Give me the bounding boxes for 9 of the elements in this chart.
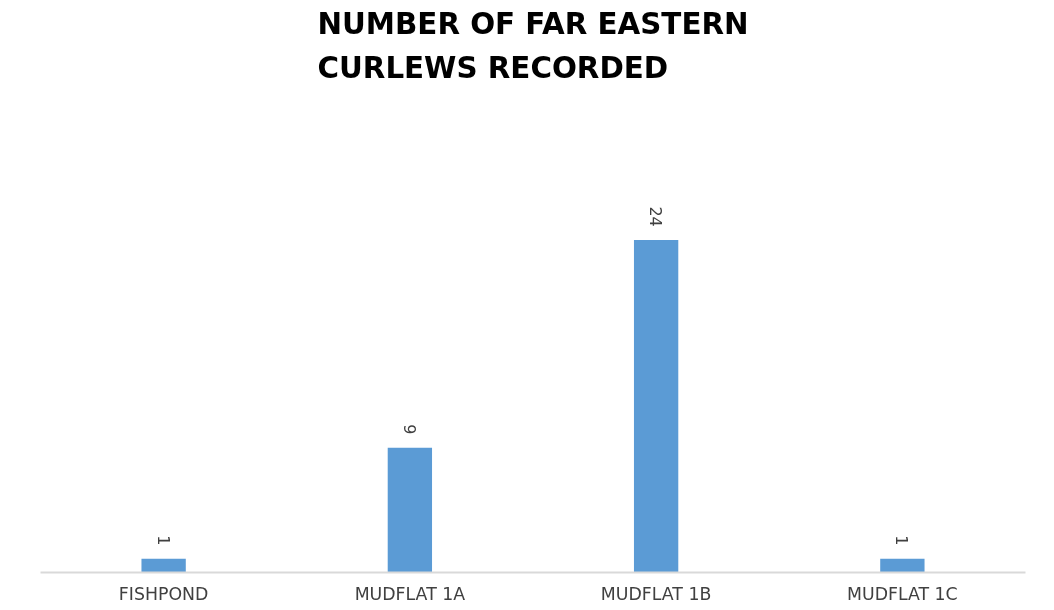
x-tick-label: MUDFLAT 1A (354, 583, 466, 604)
x-tick-label: MUDFLAT 1C (847, 583, 958, 604)
x-tick-label: FISHPOND (118, 583, 209, 604)
data-label: 1 (153, 535, 173, 546)
chart-title: NUMBER OF FAR EASTERN CURLEWS RECORDED (317, 7, 749, 86)
data-label: 1 (892, 535, 912, 546)
data-label: 9 (399, 424, 419, 435)
data-label: 24 (646, 206, 666, 227)
x-tick-label: MUDFLAT 1B (600, 583, 712, 604)
